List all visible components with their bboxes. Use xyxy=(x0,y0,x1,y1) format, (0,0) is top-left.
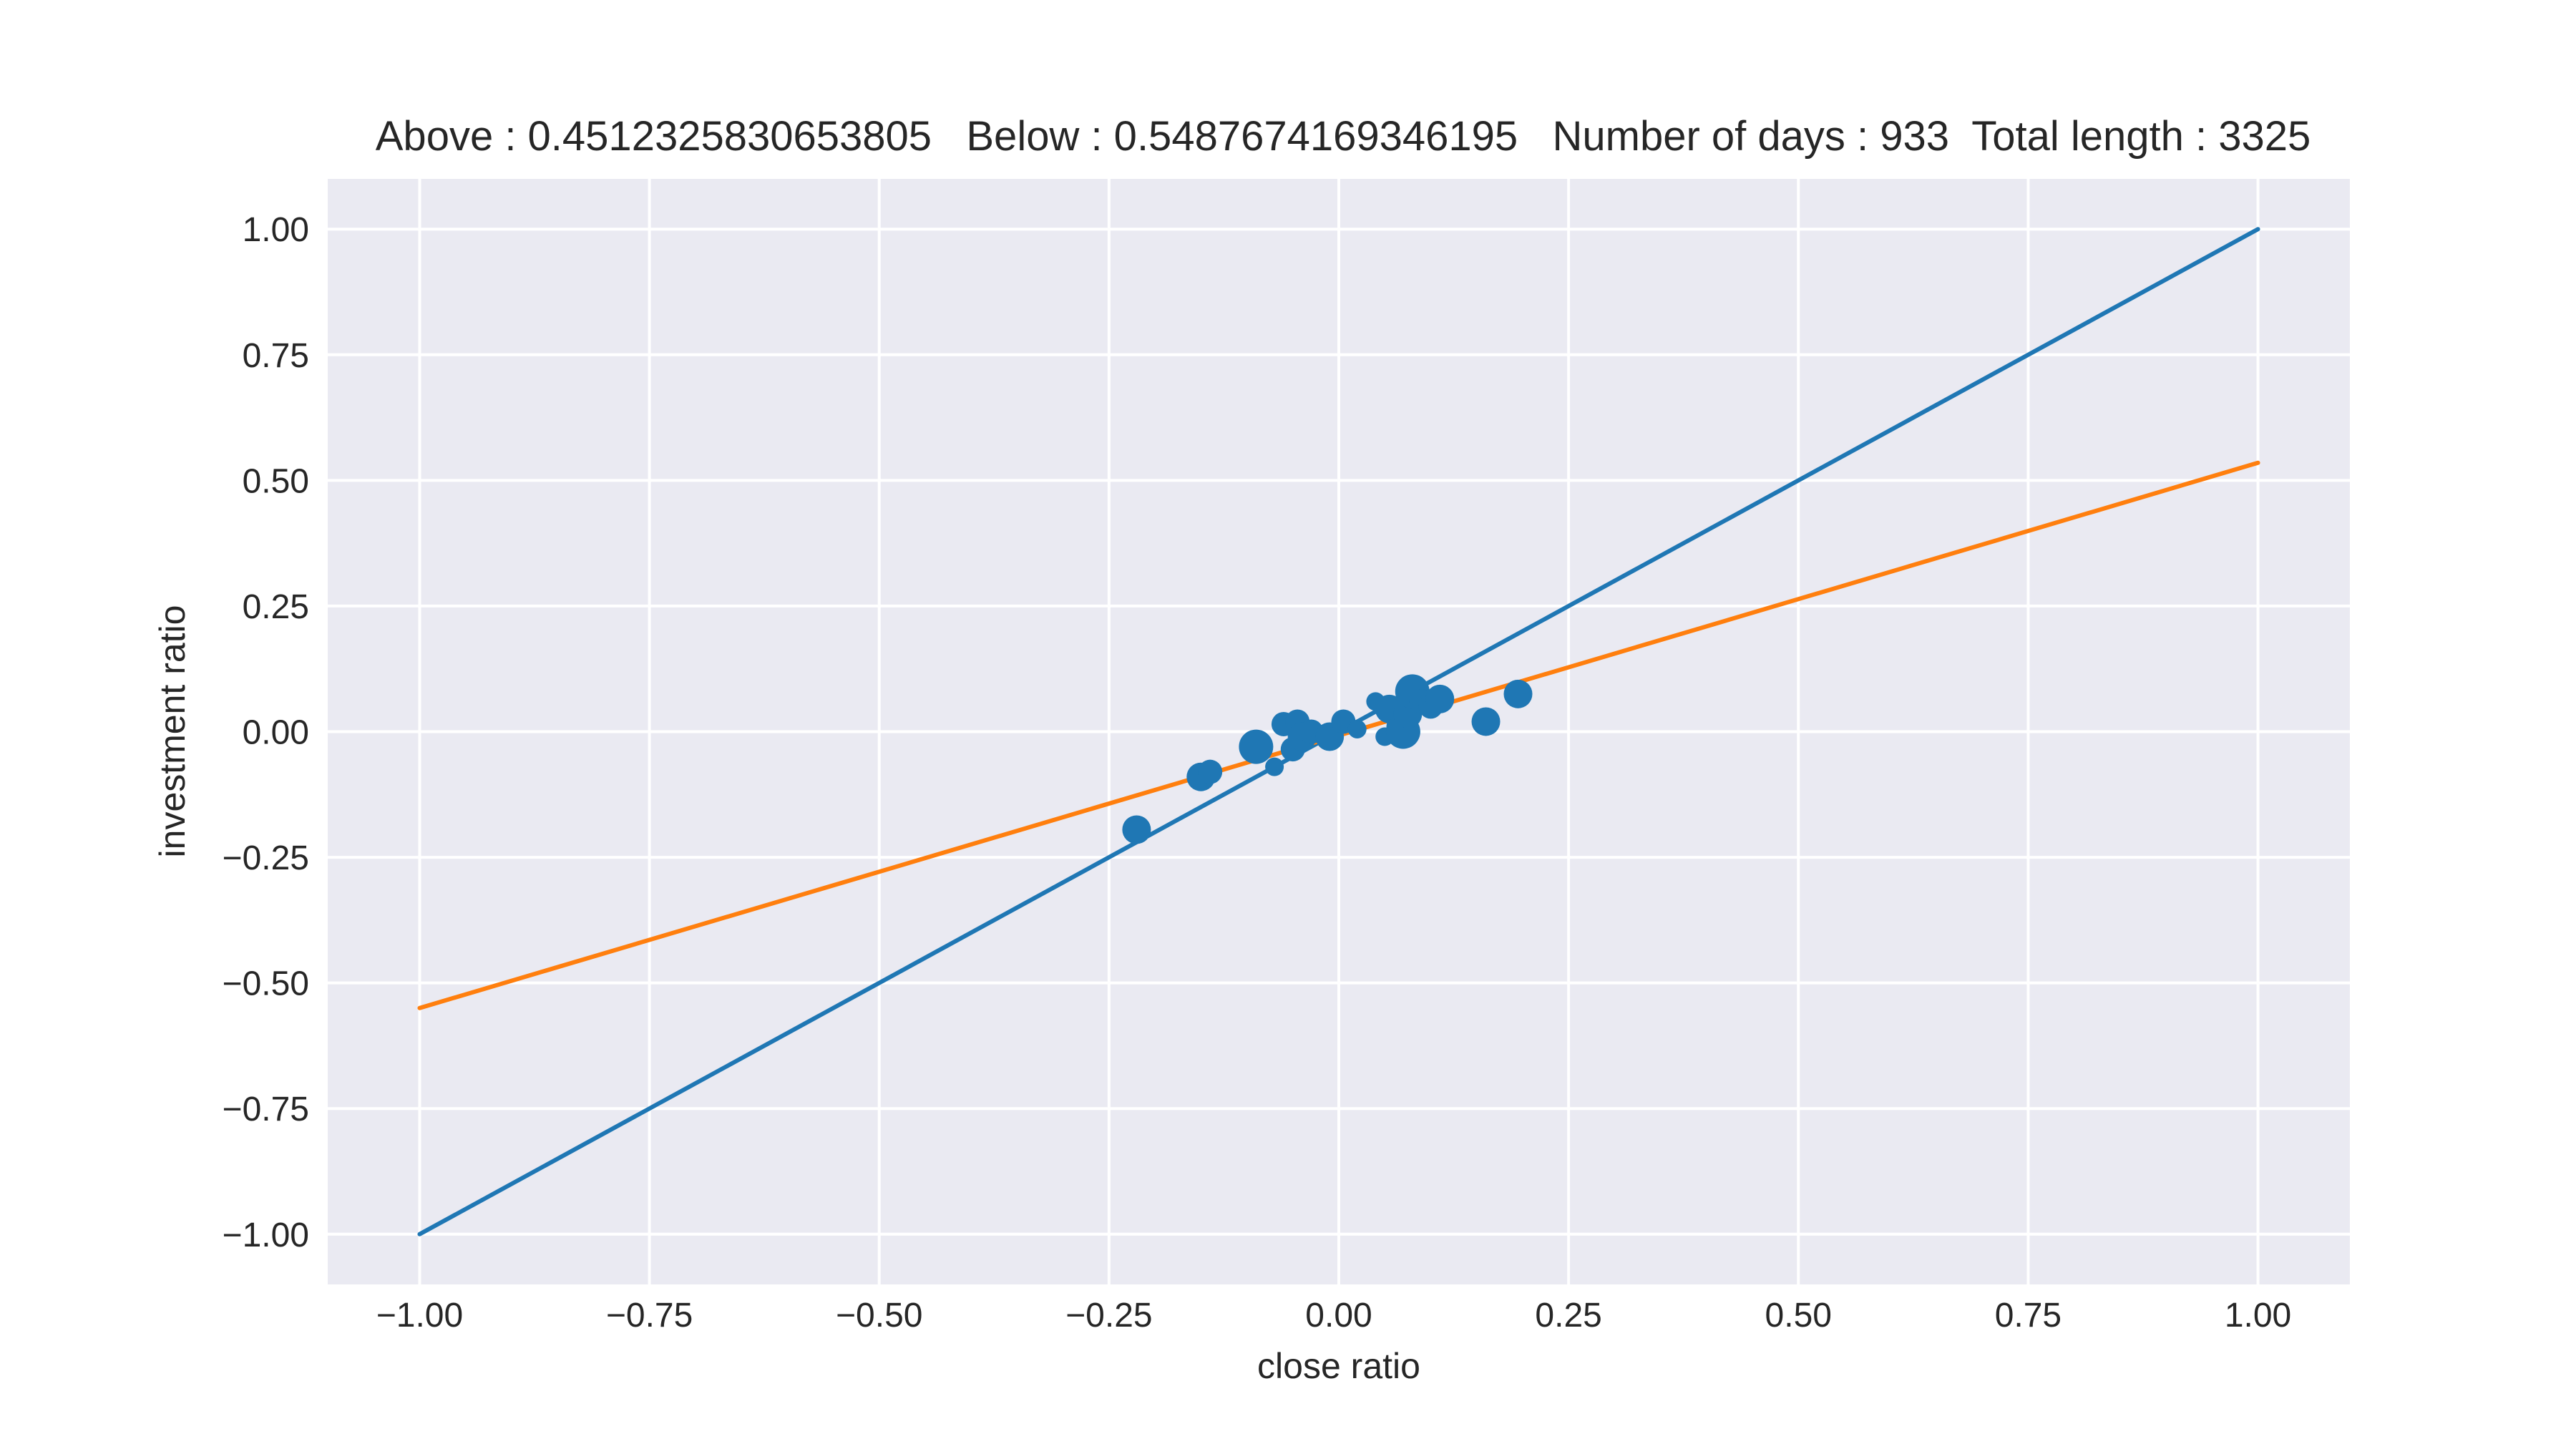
chart-title: Above : 0.4512325830653805 Below : 0.548… xyxy=(376,113,2311,160)
scatter-point xyxy=(1198,759,1223,784)
x-tick-label: 1.00 xyxy=(2225,1297,2291,1335)
y-tick-label: −0.75 xyxy=(223,1091,309,1128)
y-tick-label: −0.50 xyxy=(223,965,309,1003)
scatter-point xyxy=(1503,679,1533,708)
scatter-points xyxy=(1122,674,1533,844)
y-tick-label: 0.75 xyxy=(243,337,309,375)
scatter-point xyxy=(1265,757,1284,776)
x-tick-label: −0.75 xyxy=(606,1297,693,1335)
y-tick-label: −0.25 xyxy=(223,839,309,877)
y-tick-label: 0.25 xyxy=(243,588,309,626)
x-tick-label: 0.25 xyxy=(1535,1297,1601,1335)
x-tick-labels: −1.00 −0.75 −0.50 −0.25 0.00 0.25 0.50 0.75 1.00 xyxy=(376,1297,2292,1335)
scatter-point xyxy=(1122,815,1151,844)
y-axis-label: investment ratio xyxy=(152,605,192,858)
x-tick-label: 0.75 xyxy=(1995,1297,2062,1335)
y-tick-label: 0.50 xyxy=(243,462,309,500)
scatter-point xyxy=(1239,729,1274,764)
scatter-point xyxy=(1471,707,1501,736)
y-tick-label: −1.00 xyxy=(223,1216,309,1254)
x-tick-label: 0.50 xyxy=(1765,1297,1832,1335)
x-tick-label: −0.25 xyxy=(1065,1297,1152,1335)
x-axis-label: close ratio xyxy=(1257,1346,1420,1386)
y-tick-labels: −1.00 −0.75 −0.50 −0.25 0.00 0.25 0.50 0.75 1.00 xyxy=(223,211,309,1254)
x-tick-label: 0.00 xyxy=(1305,1297,1372,1335)
scatter-point xyxy=(1347,719,1367,738)
y-tick-label: 0.00 xyxy=(243,714,309,752)
scatter-point xyxy=(1425,684,1455,713)
grid-lines xyxy=(328,179,2350,1284)
x-tick-label: −0.50 xyxy=(836,1297,922,1335)
x-tick-label: −1.00 xyxy=(376,1297,463,1335)
y-tick-label: 1.00 xyxy=(243,211,309,249)
